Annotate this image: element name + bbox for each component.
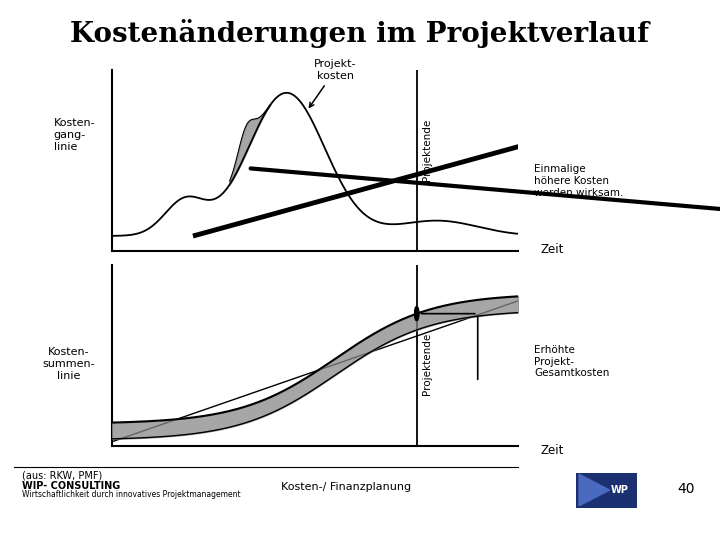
Text: Projekt-
kosten: Projekt- kosten	[310, 59, 356, 107]
Polygon shape	[579, 474, 610, 506]
Text: Kosten-/ Finanzplanung: Kosten-/ Finanzplanung	[281, 482, 410, 492]
Text: Wirtschaftlichkeit durch innovatives Projektmanagement: Wirtschaftlichkeit durch innovatives Pro…	[22, 490, 240, 499]
Circle shape	[415, 307, 418, 320]
Text: Kosten-
gang-
linie: Kosten- gang- linie	[54, 118, 95, 152]
Text: 2: 2	[413, 309, 420, 318]
Text: (aus: RKW, PMF): (aus: RKW, PMF)	[22, 471, 102, 481]
Text: Zeit: Zeit	[541, 444, 564, 457]
Text: Kosten-
summen-
linie: Kosten- summen- linie	[42, 348, 95, 381]
Text: WIP- CONSULTING: WIP- CONSULTING	[22, 481, 120, 491]
Text: WP: WP	[611, 485, 629, 495]
Text: Projektende: Projektende	[422, 333, 431, 395]
Text: Erhöhte
Projekt-
Gesamtkosten: Erhöhte Projekt- Gesamtkosten	[534, 345, 610, 379]
Text: Projektende: Projektende	[422, 119, 431, 181]
Text: Kostenänderungen im Projektverlauf: Kostenänderungen im Projektverlauf	[71, 19, 649, 48]
Text: 40: 40	[678, 482, 695, 496]
Text: Zeit: Zeit	[541, 243, 564, 256]
Text: Einmalige
höhere Kosten
werden wirksam.: Einmalige höhere Kosten werden wirksam.	[534, 164, 624, 198]
